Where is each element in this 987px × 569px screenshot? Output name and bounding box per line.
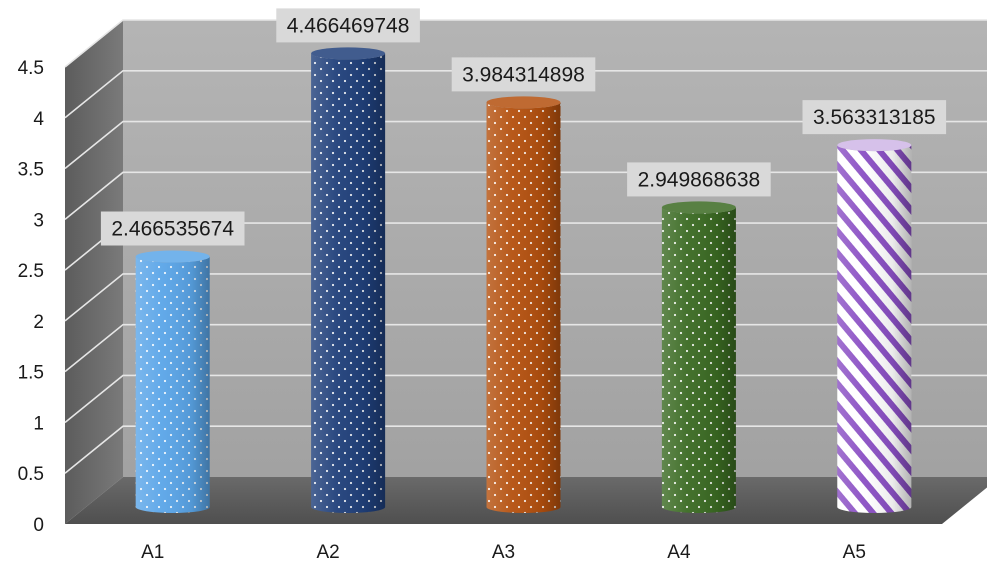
data-label-box <box>802 100 947 135</box>
y-tick-label: 4.5 <box>18 58 44 79</box>
bar-shading <box>486 102 561 513</box>
gridline <box>64 69 987 119</box>
y-tick-label: 4 <box>33 109 44 130</box>
bar-shading <box>837 145 912 514</box>
x-category-label: A5 <box>843 542 866 563</box>
data-label-text: 3.984314898 <box>462 63 585 86</box>
data-label-text: 2.466535674 <box>111 218 234 241</box>
bar-A5 <box>837 139 912 514</box>
x-category-label: A1 <box>141 542 164 563</box>
bar-A1 <box>135 250 210 513</box>
y-tick-label: 0 <box>33 515 44 536</box>
data-label-A2: 4.466469748 <box>276 8 420 43</box>
data-label-box <box>451 57 596 92</box>
bar-A4 <box>661 201 736 514</box>
bar-A2 <box>311 47 386 513</box>
bar-shading <box>135 256 210 513</box>
x-axis-category-labels: A1 A2 A3 A4 A5 <box>141 542 866 563</box>
y-tick-label: 1 <box>33 413 44 434</box>
y-axis-tick-labels: 0 0.5 1 1.5 2 2.5 3 3.5 4 4.5 <box>18 58 45 536</box>
data-label-box <box>627 162 771 197</box>
y-tick-label: 2.5 <box>18 261 44 282</box>
bar-top <box>135 250 210 263</box>
bar-top <box>661 201 736 214</box>
gridline <box>64 19 987 68</box>
data-label-text: 4.466469748 <box>287 14 410 37</box>
data-label-A3: 3.984314898 <box>451 57 596 92</box>
y-tick-label: 2 <box>33 312 44 333</box>
x-category-label: A4 <box>667 542 691 563</box>
data-label-A4: 2.949868638 <box>627 162 771 197</box>
y-tick-label: 3 <box>33 210 44 231</box>
y-tick-label: 0.5 <box>18 464 44 485</box>
bars <box>135 47 912 514</box>
y-tick-label: 1.5 <box>18 363 44 384</box>
bar-top <box>837 139 912 152</box>
data-labels: 2.466535674 4.466469748 3.984314898 2.94986… <box>100 8 947 246</box>
side-wall <box>65 20 123 524</box>
data-label-A1: 2.466535674 <box>100 211 245 246</box>
bar-top <box>311 47 386 60</box>
data-label-text: 2.949868638 <box>638 168 761 191</box>
data-label-A5: 3.563313185 <box>802 100 947 135</box>
x-category-label: A2 <box>316 542 339 563</box>
bar-shading <box>311 53 386 513</box>
gridline <box>64 120 987 170</box>
x-category-label: A3 <box>492 542 515 563</box>
bar-shading <box>661 207 736 514</box>
bar-top <box>486 96 561 109</box>
data-label-text: 3.563313185 <box>813 106 936 129</box>
data-label-box <box>100 211 245 246</box>
y-tick-label: 3.5 <box>18 160 44 181</box>
data-label-box <box>276 8 420 43</box>
bar-A3 <box>486 96 561 513</box>
